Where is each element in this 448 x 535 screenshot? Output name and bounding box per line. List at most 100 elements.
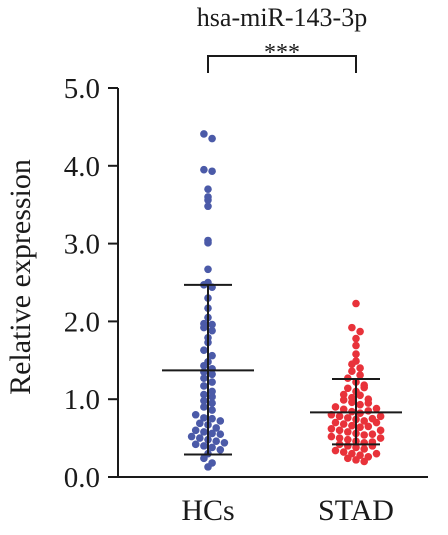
data-point [360,383,369,392]
data-point [208,326,216,335]
data-point [208,351,216,360]
data-point [208,443,216,452]
data-point [200,442,208,450]
data-point [204,196,212,204]
data-point [339,390,348,399]
data-point [364,399,373,407]
significance-bracket: *** [207,40,357,73]
data-point [196,419,204,428]
data-point [348,398,356,407]
data-point [331,418,340,427]
data-point [208,167,216,176]
data-point [208,134,216,143]
data-point [200,403,208,411]
data-point [208,370,216,379]
data-point [200,428,208,436]
data-point [348,360,356,368]
y-ticks: 0.0 1.0 2.0 3.0 4.0 5.0 [64,73,118,494]
data-point [348,421,356,430]
data-point [356,371,364,379]
y-axis-label: Relative expression [4,159,37,395]
data-point [187,432,196,441]
data-point [364,407,373,415]
data-point [360,417,369,425]
data-point [368,442,377,450]
data-point [339,448,348,456]
data-point [335,426,344,435]
data-point [208,429,216,438]
data-point [344,428,352,436]
data-point [360,457,369,466]
data-point [352,443,360,452]
data-point [352,350,360,358]
data-point [360,431,369,439]
data-point [372,418,381,427]
y-tick-label: 1.0 [64,384,100,416]
data-point [331,446,340,455]
data-point [208,378,216,386]
data-point [376,426,385,435]
data-point [200,323,208,332]
data-point [348,323,356,332]
data-point [191,426,200,435]
data-point [331,403,340,411]
data-point [208,387,216,396]
data-point [216,445,225,454]
y-tick-label: 2.0 [64,306,100,338]
data-point [200,382,208,390]
data-point [344,384,352,393]
data-point [208,320,216,329]
data-point [200,454,208,463]
data-point [372,404,381,413]
data-point [191,410,200,419]
data-point [208,399,216,407]
data-point [352,334,360,343]
data-point [356,391,364,400]
significance-label: *** [264,40,300,66]
data-point [376,412,385,421]
data-point [204,239,212,247]
data-point [200,390,208,399]
data-point [339,420,348,428]
data-point [352,456,360,464]
bracket-line [207,55,357,73]
y-tick-label: 0.0 [64,462,100,494]
data-point [339,396,348,404]
data-point [200,165,208,174]
data-point [191,440,200,449]
data-point [200,374,208,382]
data-point [212,424,220,432]
data-point [344,435,352,444]
data-point [376,434,385,442]
data-point [372,449,381,458]
data-point [204,202,212,211]
data-point [352,341,360,350]
data-point [216,417,225,425]
y-tick-label: 5.0 [64,73,100,105]
data-point [212,437,220,446]
data-point [356,327,364,336]
data-points [187,130,385,471]
data-point [204,185,212,193]
data-point [352,299,360,308]
data-point [327,432,336,441]
data-point [200,346,208,354]
x-tick-label: STAD [318,494,394,527]
data-point [335,412,344,421]
data-point [344,414,352,422]
y-tick-label: 3.0 [64,229,100,261]
chart-title: hsa-miR-143-3p [197,3,367,32]
data-point [335,434,344,442]
data-point [344,442,352,450]
data-point [204,463,212,471]
data-point [327,424,336,433]
data-point [356,423,364,432]
data-point [208,406,216,414]
data-point [200,361,208,370]
data-point [200,130,208,138]
data-point [208,414,216,423]
data-point [360,445,369,453]
data-point [344,454,352,463]
data-point [348,367,356,375]
